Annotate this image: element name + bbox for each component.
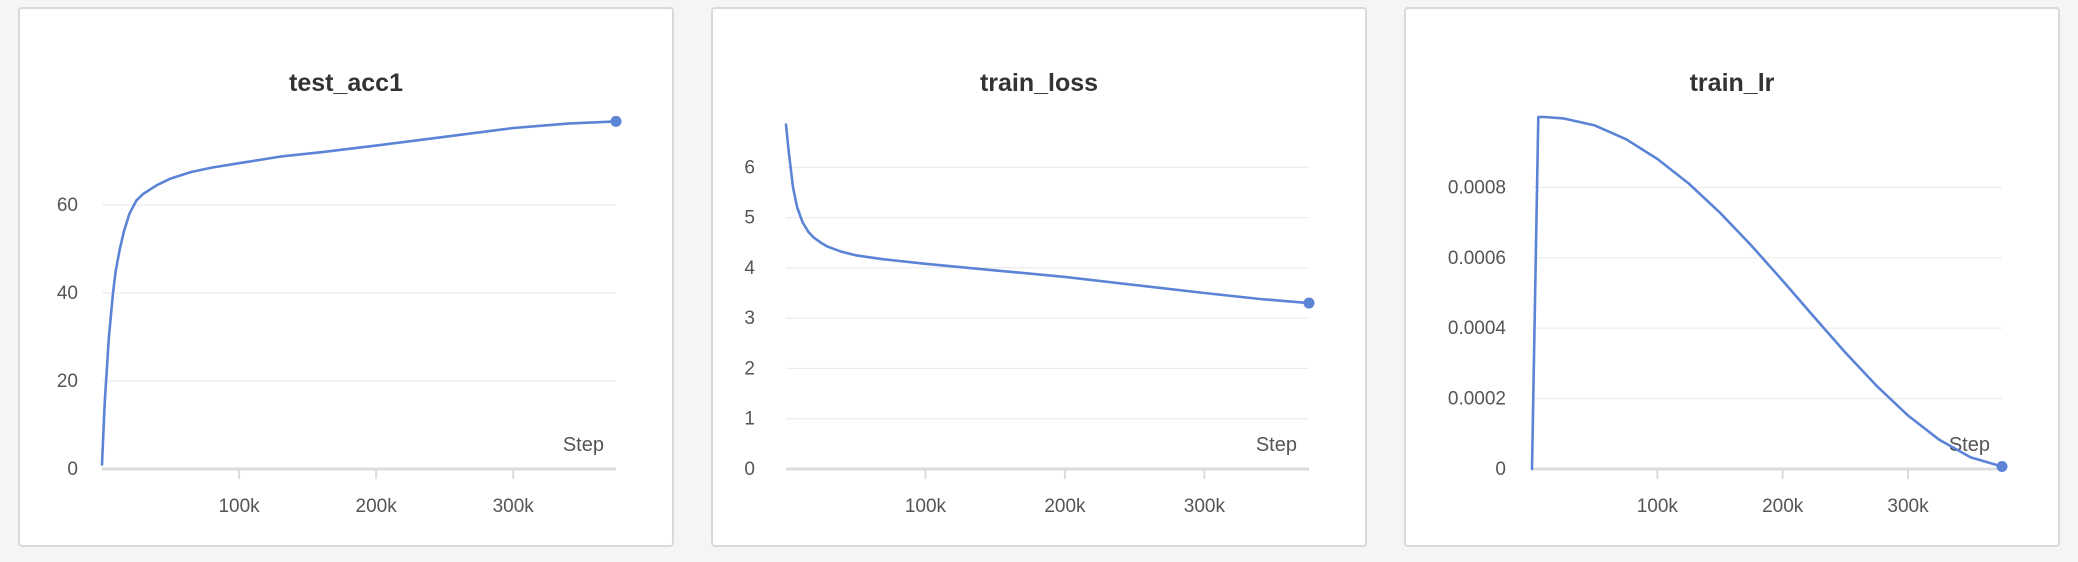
x-axis-label: Step — [1256, 434, 1297, 456]
series-line — [1530, 115, 2004, 471]
y-tick-label: 0 — [744, 459, 755, 480]
y-tick-label: 0.0002 — [1448, 389, 1506, 410]
y-tick-label: 40 — [57, 283, 78, 304]
x-axis-label: Step — [563, 434, 604, 456]
chart-test-acc1: test_acc1 0 20 40 60 100k 200k 300k Step — [57, 69, 622, 517]
y-tick-label: 60 — [57, 195, 78, 216]
y-tick-label: 20 — [57, 371, 78, 392]
y-tick-label: 0.0004 — [1448, 318, 1507, 339]
y-tick-label: 0 — [1495, 459, 1506, 480]
y-tick-label: 4 — [744, 258, 755, 279]
x-tick-label: 300k — [1887, 496, 1929, 517]
series-end-point — [1303, 297, 1315, 309]
x-tick-label: 100k — [1637, 496, 1679, 517]
y-tick-label: 5 — [744, 208, 755, 229]
x-tick-label: 200k — [356, 496, 398, 517]
y-tick-label: 6 — [744, 157, 755, 178]
series-end-point — [610, 115, 622, 127]
panel-train-loss[interactable]: train_loss 0 1 2 3 4 5 6 100k 200k 300k Step — [711, 7, 1367, 547]
panel-train-lr[interactable]: train_lr 0 0.0002 0.0004 0.0006 0.0008 100k 200… — [1404, 7, 2060, 547]
series-end-point — [1996, 461, 2008, 473]
chart-train-lr: train_lr 0 0.0002 0.0004 0.0006 0.0008 100k 200… — [1448, 69, 2008, 517]
y-tick-label: 0.0006 — [1448, 248, 1506, 269]
x-tick-label: 100k — [218, 496, 260, 517]
series-line — [100, 120, 618, 466]
chart-title: train_loss — [980, 69, 1098, 97]
x-tick-label: 200k — [1762, 496, 1804, 517]
x-tick-label: 300k — [493, 496, 535, 517]
y-tick-label: 0 — [67, 459, 78, 480]
panel-test-acc1[interactable]: test_acc1 0 20 40 60 100k 200k 300k Step — [18, 7, 674, 547]
chart-title: test_acc1 — [289, 69, 403, 97]
y-tick-label: 0.0008 — [1448, 177, 1506, 198]
y-tick-label: 3 — [744, 308, 755, 329]
chart-title: train_lr — [1690, 69, 1775, 97]
x-tick-label: 100k — [905, 496, 947, 517]
series-line — [784, 123, 1311, 305]
x-tick-label: 300k — [1184, 496, 1226, 517]
x-tick-label: 200k — [1044, 496, 1086, 517]
y-tick-label: 2 — [744, 358, 755, 379]
x-axis-label: Step — [1949, 434, 1990, 456]
y-tick-label: 1 — [744, 409, 755, 430]
chart-train-loss: train_loss 0 1 2 3 4 5 6 100k 200k 300k Step — [744, 69, 1315, 517]
